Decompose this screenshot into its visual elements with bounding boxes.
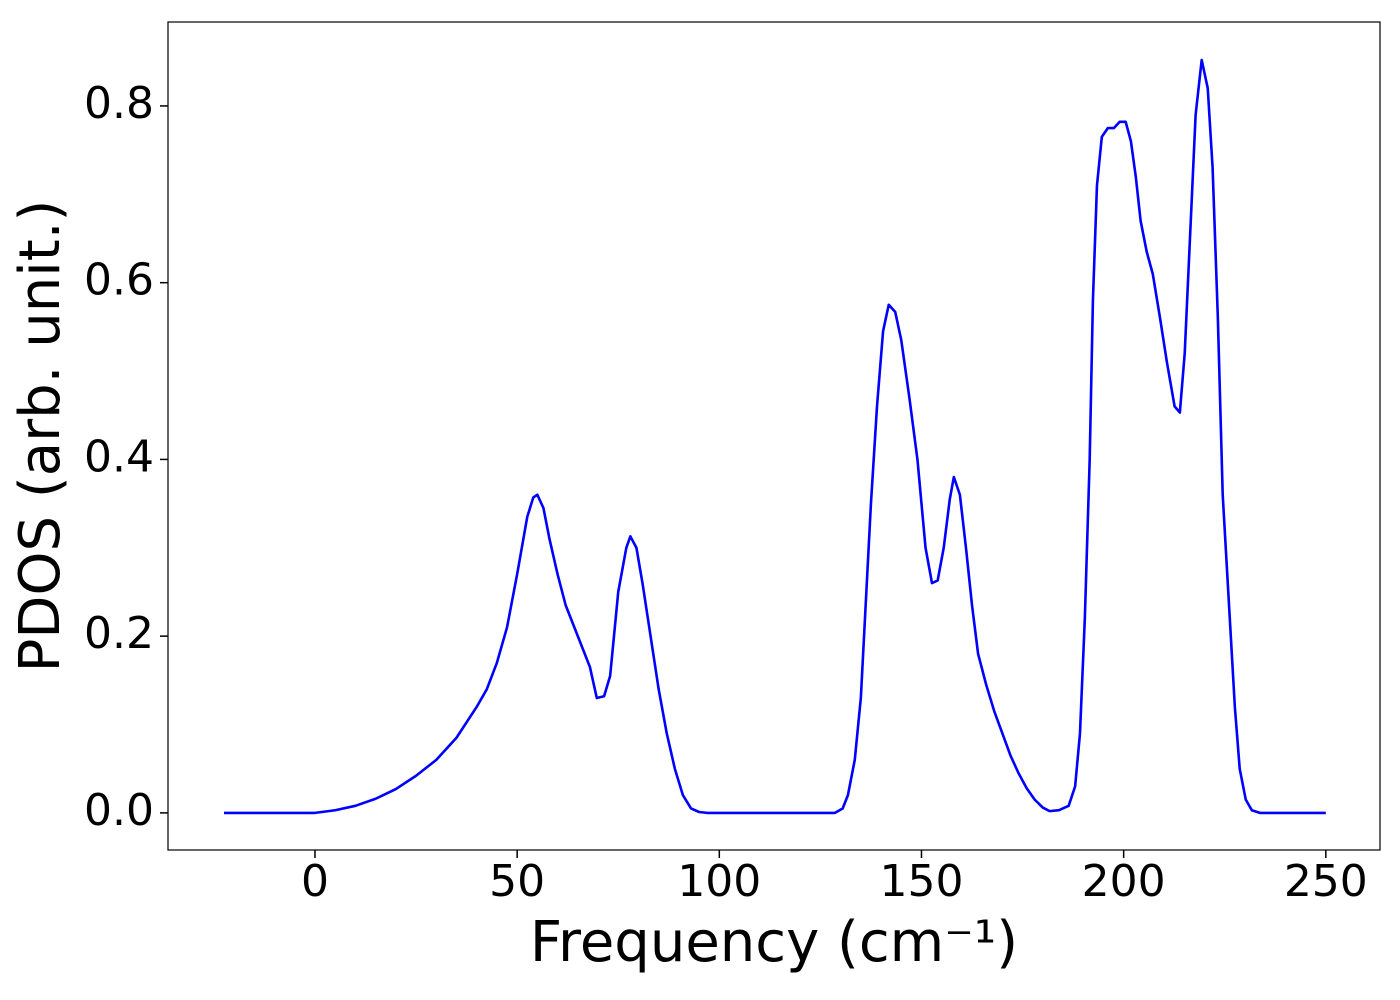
x-tick-label: 150 <box>879 856 963 907</box>
x-tick-label: 250 <box>1284 856 1368 907</box>
x-axis-label: Frequency (cm⁻¹) <box>530 910 1018 975</box>
x-tick-label: 100 <box>677 856 761 907</box>
y-tick-label: 0.0 <box>84 785 154 836</box>
x-tick-label: 0 <box>301 856 329 907</box>
y-tick-label: 0.4 <box>84 431 154 482</box>
x-tick-label: 200 <box>1082 856 1166 907</box>
y-tick-label: 0.6 <box>84 255 154 306</box>
y-tick-label: 0.8 <box>84 78 154 129</box>
data-line <box>224 58 1326 815</box>
y-axis-label: PDOS (arb. unit.) <box>8 200 73 673</box>
x-tick-label: 50 <box>489 856 545 907</box>
y-tick-label: 0.2 <box>84 608 154 659</box>
plot-frame <box>167 21 1381 851</box>
